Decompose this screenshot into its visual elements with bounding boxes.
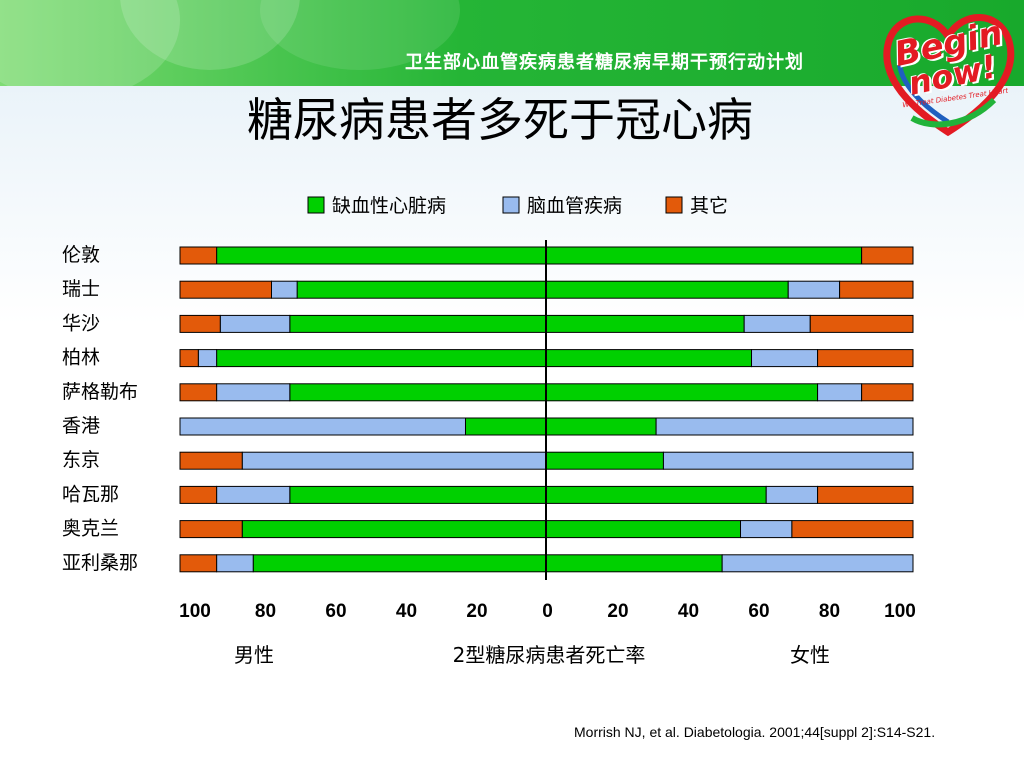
x-tick-label: 60 bbox=[325, 601, 346, 622]
bar-male-other bbox=[179, 349, 199, 368]
citation-text: Morrish NJ, et al. Diabetologia. 2001;44… bbox=[574, 724, 936, 740]
bar-female-ischemic bbox=[545, 349, 753, 368]
bar-male-cerebro bbox=[219, 314, 291, 333]
category-label: 哈瓦那 bbox=[62, 483, 119, 505]
bar-male-ischemic bbox=[252, 554, 547, 573]
banner-title: 卫生部心血管疾病患者糖尿病早期干预行动计划 bbox=[405, 52, 804, 73]
bar-female-cerebro bbox=[751, 349, 819, 368]
bar-female-other bbox=[809, 314, 914, 333]
header-banner: 卫生部心血管疾病患者糖尿病早期干预行动计划 bbox=[0, 0, 1024, 86]
bar-female-other bbox=[817, 349, 914, 368]
bar-female-ischemic bbox=[545, 280, 789, 299]
bar-male-other bbox=[179, 280, 272, 299]
x-tick-label: 40 bbox=[678, 601, 699, 622]
x-tick-label: 40 bbox=[396, 601, 417, 622]
bar-female-ischemic bbox=[545, 383, 819, 402]
category-label: 华沙 bbox=[62, 312, 100, 334]
x-tick-label: 100 bbox=[884, 601, 916, 622]
bar-male-cerebro bbox=[241, 451, 547, 470]
bar-female-cerebro bbox=[817, 383, 863, 402]
bar-female-cerebro bbox=[740, 520, 793, 539]
bar-male-other bbox=[179, 554, 218, 573]
category-label: 奥克兰 bbox=[62, 518, 119, 540]
x-tick-label: 80 bbox=[255, 601, 276, 622]
category-label: 东京 bbox=[62, 449, 100, 471]
legend-label-ischemic: 缺血性心脏病 bbox=[332, 195, 446, 217]
bar-male-ischemic bbox=[216, 349, 547, 368]
bar-female-cerebro bbox=[721, 554, 914, 573]
bar-female-other bbox=[861, 383, 914, 402]
category-label: 萨格勒布 bbox=[62, 381, 138, 403]
category-label: 亚利桑那 bbox=[62, 552, 138, 574]
bar-female-other bbox=[791, 520, 914, 539]
bar-male-cerebro bbox=[216, 383, 291, 402]
female-axis-label: 女性 bbox=[790, 643, 830, 667]
bar-male-ischemic bbox=[464, 417, 547, 436]
bar-male-ischemic bbox=[289, 383, 547, 402]
bar-male-cerebro bbox=[216, 485, 291, 504]
x-tick-label: 100 bbox=[179, 601, 211, 622]
x-tick-label: 0 bbox=[542, 601, 553, 622]
legend-swatch-cerebro bbox=[502, 196, 520, 214]
bar-female-cerebro bbox=[655, 417, 914, 436]
chart-legend: 缺血性心脏病 脑血管疾病 其它 bbox=[307, 195, 728, 217]
legend-label-other: 其它 bbox=[690, 195, 728, 217]
bar-female-cerebro bbox=[662, 451, 914, 470]
legend-label-cerebro: 脑血管疾病 bbox=[527, 195, 622, 217]
bar-male-other bbox=[179, 485, 218, 504]
category-label: 香港 bbox=[62, 415, 100, 437]
bar-female-cerebro bbox=[787, 280, 841, 299]
male-axis-label: 男性 bbox=[234, 643, 274, 667]
bar-male-other bbox=[179, 314, 221, 333]
bar-female-ischemic bbox=[545, 417, 657, 436]
bar-female-ischemic bbox=[545, 246, 863, 265]
category-label: 柏林 bbox=[62, 347, 100, 369]
bar-female-ischemic bbox=[545, 485, 767, 504]
legend-swatch-other bbox=[665, 196, 683, 214]
bar-female-other bbox=[817, 485, 914, 504]
bar-male-cerebro bbox=[179, 417, 466, 436]
bar-female-cerebro bbox=[743, 314, 811, 333]
bar-female-ischemic bbox=[545, 520, 742, 539]
x-tick-label: 20 bbox=[607, 601, 628, 622]
bar-female-cerebro bbox=[765, 485, 819, 504]
bar-female-ischemic bbox=[545, 314, 745, 333]
slide-title: 糖尿病患者多死于冠心病 bbox=[247, 93, 753, 147]
bar-male-ischemic bbox=[241, 520, 547, 539]
bar-female-other bbox=[861, 246, 914, 265]
bar-male-other bbox=[179, 520, 243, 539]
category-label: 瑞士 bbox=[62, 278, 100, 300]
bar-male-cerebro bbox=[271, 280, 298, 299]
x-tick-labels: 100 80 60 40 20 0 20 40 60 80 100 bbox=[179, 601, 916, 622]
bar-male-ischemic bbox=[289, 314, 547, 333]
category-label: 伦敦 bbox=[62, 244, 100, 266]
bar-male-other bbox=[179, 246, 218, 265]
begin-now-logo: Begin now! We Treat Diabetes Treat Heart bbox=[872, 0, 1024, 140]
bar-male-cerebro bbox=[216, 554, 254, 573]
bar-male-cerebro bbox=[197, 349, 218, 368]
x-tick-label: 80 bbox=[819, 601, 840, 622]
bar-female-other bbox=[839, 280, 914, 299]
x-tick-label: 60 bbox=[748, 601, 769, 622]
x-tick-label: 20 bbox=[466, 601, 487, 622]
bar-female-ischemic bbox=[545, 451, 664, 470]
bar-female-ischemic bbox=[545, 554, 723, 573]
bar-male-other bbox=[179, 451, 243, 470]
bar-male-other bbox=[179, 383, 218, 402]
x-axis-label: 2型糖尿病患者死亡率 bbox=[453, 643, 646, 667]
bar-male-ischemic bbox=[216, 246, 547, 265]
heart-logo-icon bbox=[883, 14, 1015, 137]
legend-swatch-ischemic bbox=[307, 196, 325, 214]
bar-male-ischemic bbox=[296, 280, 547, 299]
bar-male-ischemic bbox=[289, 485, 547, 504]
chart-bars bbox=[179, 246, 914, 573]
